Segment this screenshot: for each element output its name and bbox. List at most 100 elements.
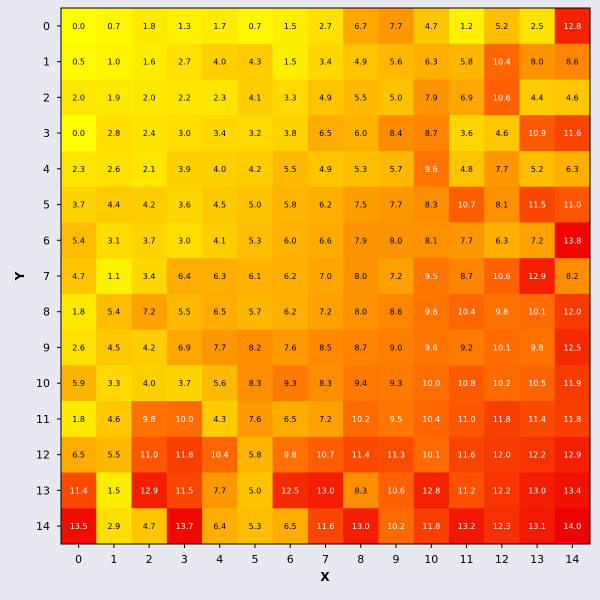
heatmap-cell [202,222,238,259]
heatmap-cell [484,150,520,188]
cell-value-label: 4.2 [249,165,262,174]
heatmap-cell [61,293,97,331]
heatmap-cell [343,115,379,152]
cell-value-label: 4.7 [425,22,438,31]
cell-value-label: 4.0 [143,379,156,388]
cell-value-label: 3.6 [178,201,191,210]
heatmap-cell [519,43,556,80]
heatmap-cell [166,222,203,259]
cell-value-label: 11.8 [563,415,581,424]
cell-value-label: 5.9 [72,379,85,388]
x-tick-label: 12 [495,553,509,566]
cell-value-label: 12.8 [563,22,581,31]
heatmap-cell [484,115,520,152]
heatmap-cell [237,8,274,45]
heatmap-cell [96,150,133,188]
cell-value-label: 1.1 [108,272,121,281]
cell-value-label: 2.9 [108,522,121,531]
cell-value-label: 5.5 [284,165,297,174]
heatmap-cell [131,43,168,80]
heatmap-cell [307,150,344,188]
heatmap-cell [413,508,450,545]
cell-value-label: 11.3 [387,451,405,460]
heatmap-cell [448,79,485,116]
cell-value-label: 5.8 [249,451,262,460]
cell-value-label: 13.0 [528,486,546,495]
cell-value-label: 5.3 [249,522,262,531]
heatmap-cell [96,186,133,223]
cell-value-label: 11.4 [528,415,546,424]
cell-value-label: 3.1 [108,236,121,245]
heatmap-cell [96,436,133,474]
heatmap-cell [237,329,274,366]
cell-value-label: 12.9 [563,451,581,460]
cell-value-label: 10.7 [317,451,335,460]
heatmap-cell [237,472,274,509]
heatmap-cell [484,43,520,80]
cell-value-label: 6.3 [425,58,438,67]
cell-value-label: 3.8 [284,129,297,138]
heatmap-cell [484,258,520,295]
cell-value-label: 1.7 [213,22,226,31]
cell-value-label: 5.6 [390,58,403,67]
heatmap-cell [343,401,379,438]
cell-value-label: 2.0 [72,93,85,102]
cell-value-label: 8.1 [425,236,438,245]
cell-value-label: 1.9 [108,93,121,102]
cell-value-label: 1.8 [143,22,156,31]
cell-value-label: 11.0 [140,451,158,460]
cell-value-label: 2.1 [143,165,156,174]
cell-value-label: 7.5 [354,201,367,210]
heatmap-cell [554,508,591,545]
cell-value-label: 2.5 [531,22,544,31]
heatmap-cell [237,436,274,474]
heatmap-cell [519,115,556,152]
heatmap-cell [307,401,344,438]
heatmap-cell [202,293,238,331]
cell-value-label: 3.2 [249,129,262,138]
heatmap-cell [96,43,133,80]
cell-value-label: 7.6 [284,343,297,352]
heatmap-cells: 0.0 0.7 1.8 1.3 1.7 0.7 1.5 2.7 6.7 7.7 4.7 1.2 5.2 2… [61,8,591,545]
cell-value-label: 11.4 [352,451,370,460]
heatmap-cell [96,365,133,402]
heatmap-cell [131,401,168,438]
cell-value-label: 8.7 [425,129,438,138]
heatmap-cell [484,472,520,509]
heatmap-cell [237,508,274,545]
cell-value-label: 3.3 [108,379,121,388]
cell-value-label: 1.6 [143,58,156,67]
cell-value-label: 4.4 [531,93,544,102]
heatmap-cell [519,472,556,509]
heatmap-cell [413,436,450,474]
heatmap-cell [448,222,485,259]
cell-value-label: 13.0 [352,522,370,531]
y-tick-label: 14 [36,520,50,533]
heatmap-cell [131,293,168,331]
heatmap-cell [131,222,168,259]
heatmap-cell [166,150,203,188]
y-axis-title: Y [13,271,27,281]
heatmap-cell [343,222,379,259]
cell-value-label: 5.7 [249,308,262,317]
heatmap-cell [131,79,168,116]
heatmap-cell [166,293,203,331]
heatmap-cell [448,365,485,402]
heatmap-cell [554,115,591,152]
y-tick-label: 13 [36,484,50,497]
cell-value-label: 10.6 [387,486,405,495]
cell-value-label: 11.9 [563,379,581,388]
cell-value-label: 13.5 [70,522,88,531]
cell-value-label: 7.9 [354,236,367,245]
cell-value-label: 5.4 [72,236,85,245]
y-tick-label: 11 [36,413,50,426]
heatmap-cell [413,8,450,45]
heatmap-cell [554,43,591,80]
cell-value-label: 6.9 [178,343,191,352]
cell-value-label: 7.7 [213,343,226,352]
cell-value-label: 4.2 [143,201,156,210]
heatmap-cell [554,186,591,223]
cell-value-label: 4.4 [108,201,121,210]
heatmap-cell [554,79,591,116]
heatmap-cell [237,365,274,402]
